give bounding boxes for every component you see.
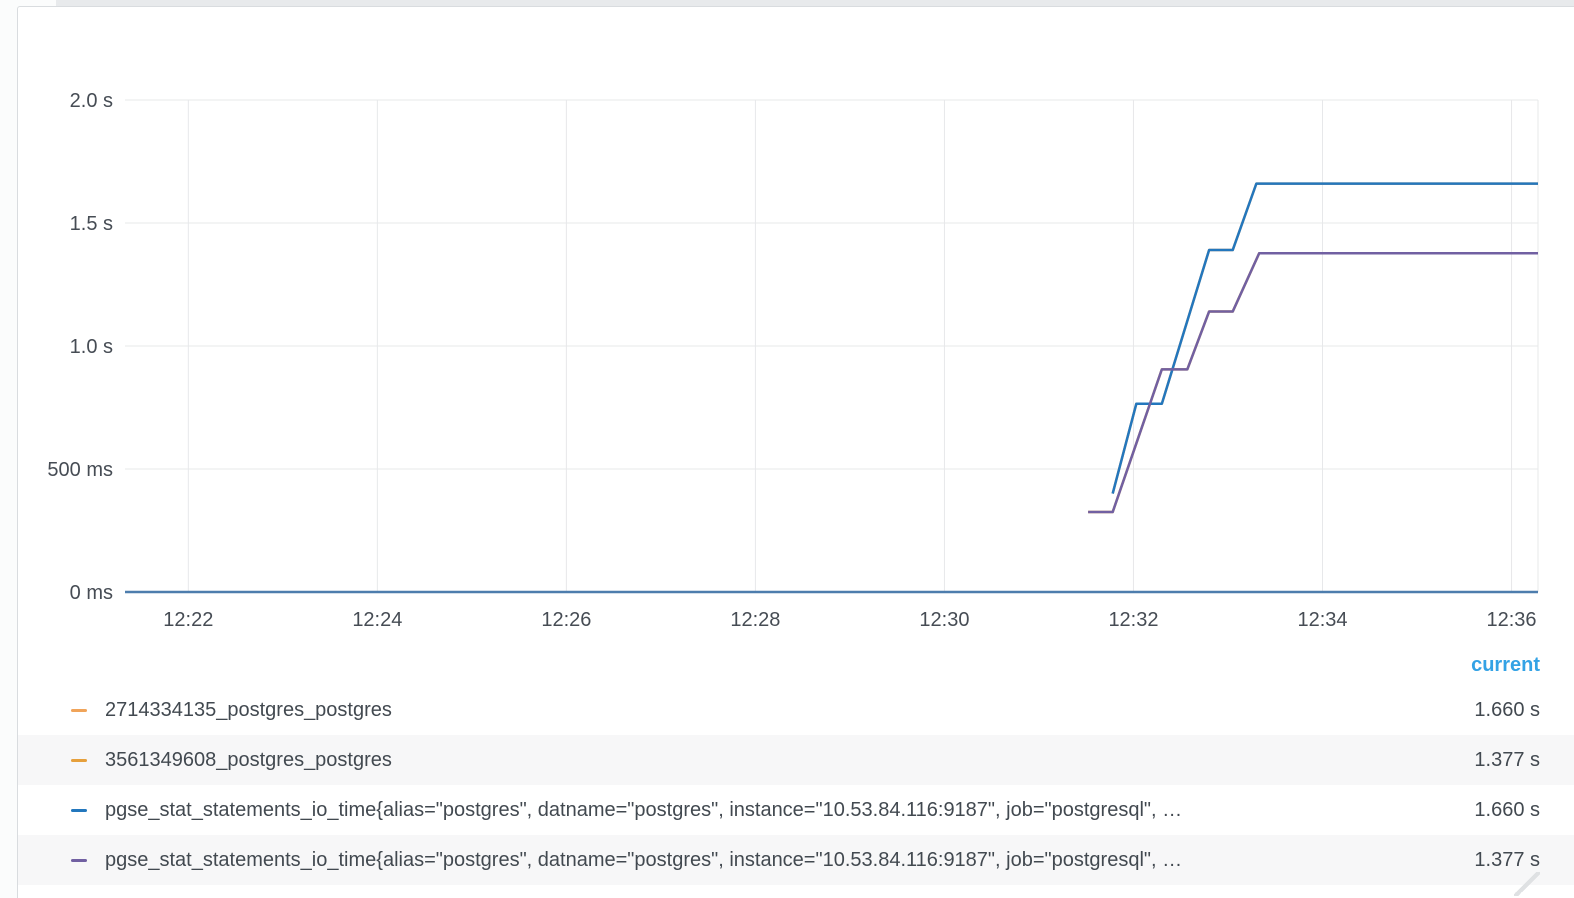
legend-row: pgse_stat_statements_io_time{alias="post… (18, 835, 1574, 885)
svg-text:12:32: 12:32 (1108, 609, 1158, 631)
dashboard-gap (56, 0, 1574, 7)
series-color-marker[interactable] (71, 858, 87, 862)
series-line-3[interactable] (1088, 252, 1538, 514)
svg-text:1.5 s: 1.5 s (70, 213, 113, 235)
svg-text:12:24: 12:24 (352, 609, 402, 631)
panel-resize-handle[interactable] (1514, 872, 1540, 896)
legend-rows: 2714334135_postgres_postgres 1.660 s 35613… (18, 685, 1574, 885)
svg-text:12:22: 12:22 (163, 609, 213, 631)
series-name[interactable]: 3561349608_postgres_postgres (105, 748, 392, 771)
series-name[interactable]: pgse_stat_statements_io_time{alias="post… (105, 798, 1183, 821)
svg-text:2.0 s: 2.0 s (70, 90, 113, 112)
series-current-value: 1.377 s (1474, 748, 1540, 771)
series-color-marker[interactable] (71, 758, 87, 762)
legend-row: pgse_stat_statements_io_time{alias="post… (18, 785, 1574, 835)
legend-header-row: current (18, 645, 1574, 685)
series-name[interactable]: pgse_stat_statements_io_time{alias="post… (105, 848, 1183, 871)
series-current-value: 1.377 s (1474, 848, 1540, 871)
svg-text:1.0 s: 1.0 s (70, 336, 113, 358)
legend-row: 3561349608_postgres_postgres 1.377 s (18, 735, 1574, 785)
svg-text:12:30: 12:30 (919, 609, 969, 631)
svg-text:0 ms: 0 ms (70, 582, 113, 604)
series-name[interactable]: 2714334135_postgres_postgres (105, 698, 392, 721)
svg-text:12:26: 12:26 (541, 609, 591, 631)
svg-text:12:34: 12:34 (1297, 609, 1347, 631)
legend-current-column-header[interactable]: current (1471, 653, 1540, 676)
grid-lines (125, 99, 1539, 592)
series-line-1[interactable] (1088, 252, 1538, 514)
time-series-chart[interactable]: 2.0 s 1.5 s 1.0 s 500 ms 0 ms 12:22 12:24 12:26… (0, 0, 1574, 660)
series-line-0[interactable] (1111, 182, 1538, 494)
series-current-value: 1.660 s (1474, 798, 1540, 821)
legend-row: 2714334135_postgres_postgres 1.660 s (18, 685, 1574, 735)
svg-text:12:36: 12:36 (1487, 609, 1537, 631)
svg-text:12:28: 12:28 (730, 609, 780, 631)
series-color-marker[interactable] (71, 808, 87, 812)
series-line-2[interactable] (1111, 182, 1538, 494)
y-axis-labels: 2.0 s 1.5 s 1.0 s 500 ms 0 ms (47, 90, 113, 604)
x-axis-labels: 12:22 12:24 12:26 12:28 12:30 12:32 12:34 12:36 (163, 609, 1536, 631)
series-current-value: 1.660 s (1474, 698, 1540, 721)
legend: current 2714334135_postgres_postgres 1.66… (18, 645, 1574, 885)
svg-text:500 ms: 500 ms (47, 459, 113, 481)
series-color-marker[interactable] (71, 708, 87, 712)
